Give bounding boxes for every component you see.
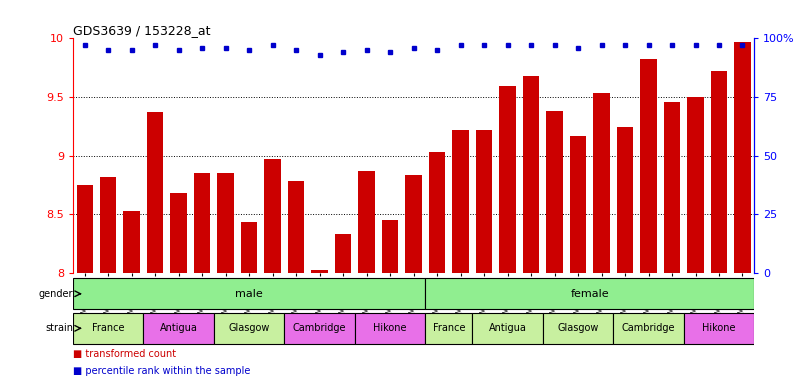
Bar xyxy=(144,313,214,344)
Bar xyxy=(285,313,355,344)
Bar xyxy=(684,313,754,344)
Bar xyxy=(214,313,285,344)
Bar xyxy=(355,313,425,344)
Bar xyxy=(453,130,469,273)
Bar xyxy=(73,278,425,310)
Text: female: female xyxy=(570,289,609,299)
Bar xyxy=(170,193,187,273)
Bar xyxy=(543,313,613,344)
Bar xyxy=(663,102,680,273)
Text: Hikone: Hikone xyxy=(702,323,736,333)
Bar xyxy=(288,181,304,273)
Bar xyxy=(76,185,93,273)
Bar xyxy=(335,234,351,273)
Bar xyxy=(311,270,328,273)
Text: Antigua: Antigua xyxy=(489,323,526,333)
Text: France: France xyxy=(432,323,465,333)
Bar xyxy=(241,222,257,273)
Text: ■ percentile rank within the sample: ■ percentile rank within the sample xyxy=(73,366,251,376)
Bar xyxy=(523,76,539,273)
Bar xyxy=(476,130,492,273)
Bar xyxy=(547,111,563,273)
Text: Cambridge: Cambridge xyxy=(622,323,676,333)
Bar xyxy=(123,210,140,273)
Text: France: France xyxy=(92,323,124,333)
Bar xyxy=(358,171,375,273)
Bar xyxy=(617,127,633,273)
Text: male: male xyxy=(235,289,263,299)
Text: GDS3639 / 153228_at: GDS3639 / 153228_at xyxy=(73,24,211,37)
Bar xyxy=(500,86,516,273)
Text: Hikone: Hikone xyxy=(373,323,407,333)
Bar xyxy=(147,112,164,273)
Bar xyxy=(382,220,398,273)
Text: Antigua: Antigua xyxy=(160,323,198,333)
Bar xyxy=(687,97,704,273)
Bar xyxy=(710,71,727,273)
Bar xyxy=(613,313,684,344)
Bar xyxy=(73,313,144,344)
Text: Cambridge: Cambridge xyxy=(293,323,346,333)
Bar xyxy=(734,42,751,273)
Text: Glasgow: Glasgow xyxy=(229,323,270,333)
Bar xyxy=(194,173,210,273)
Bar xyxy=(217,173,234,273)
Bar xyxy=(100,177,117,273)
Bar xyxy=(641,60,657,273)
Bar xyxy=(570,136,586,273)
Text: ■ transformed count: ■ transformed count xyxy=(73,349,176,359)
Bar xyxy=(425,313,472,344)
Bar xyxy=(594,93,610,273)
Text: gender: gender xyxy=(38,289,73,299)
Bar xyxy=(264,159,281,273)
Bar xyxy=(472,313,543,344)
Bar xyxy=(429,152,445,273)
Text: Glasgow: Glasgow xyxy=(557,323,599,333)
Bar xyxy=(425,278,754,310)
Bar xyxy=(406,175,422,273)
Text: strain: strain xyxy=(45,323,73,333)
